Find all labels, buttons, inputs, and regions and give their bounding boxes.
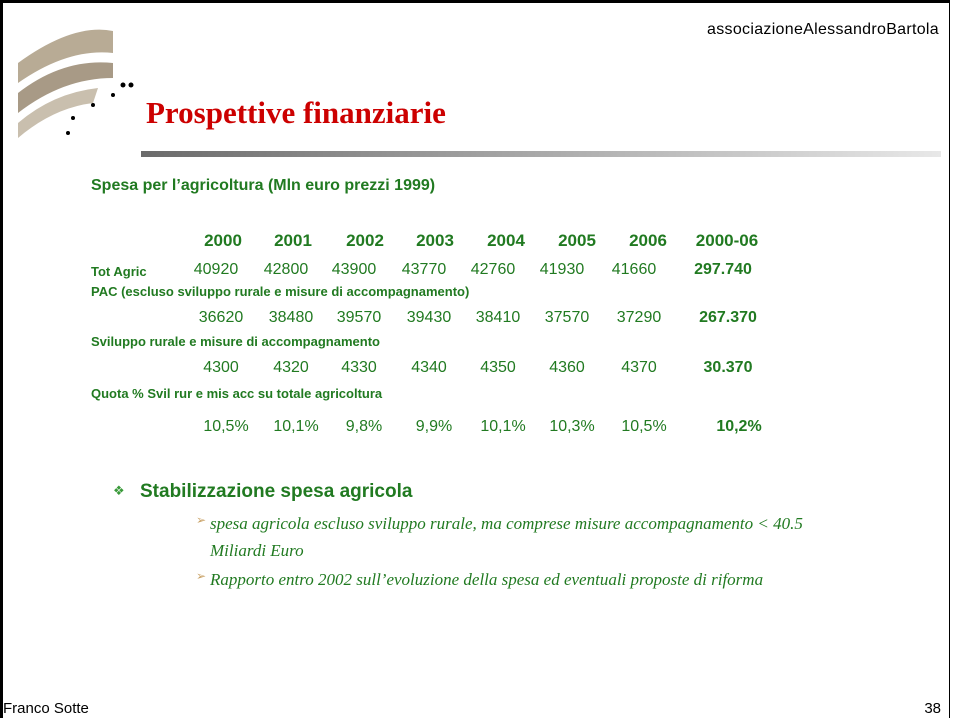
- sub-bullet-icon: ➢: [196, 513, 207, 527]
- table-cell: 38480: [268, 309, 314, 326]
- table-cell: 43770: [401, 261, 447, 278]
- column-header: 2000: [204, 231, 242, 250]
- column-header: 2003: [416, 231, 454, 250]
- table-cell: 36620: [198, 309, 244, 326]
- table-cell: 39430: [406, 309, 452, 326]
- title-rule: [141, 151, 941, 157]
- table-cell: 4340: [411, 359, 447, 376]
- sub-bullet: spesa agricola escluso sviluppo rurale, …: [210, 514, 803, 560]
- table-cell: 10,5%: [621, 418, 667, 435]
- column-header: 2005: [558, 231, 596, 250]
- sub-bullet-icon: ➢: [196, 569, 207, 583]
- table-cell: 41930: [539, 261, 585, 278]
- table-cell: 9,9%: [415, 418, 453, 435]
- bullet-icon: ❖: [113, 483, 125, 498]
- table-cell: 267.370: [699, 309, 757, 326]
- row-label: PAC (escluso sviluppo rurale e misure di…: [91, 284, 470, 299]
- slide-title: Prospettive finanziarie: [146, 95, 446, 130]
- sub-bullet: Rapporto entro 2002 sull’evoluzione dell…: [210, 570, 764, 589]
- column-header: 2006: [629, 231, 667, 250]
- table-cell: 4350: [480, 359, 516, 376]
- table-cell: 9,8%: [345, 418, 383, 435]
- row-label: Sviluppo rurale e misure di accompagname…: [91, 334, 380, 349]
- table-cell: 4300: [203, 359, 239, 376]
- column-header: 2004: [487, 231, 525, 250]
- column-header: 2002: [346, 231, 384, 250]
- logo: [18, 29, 134, 138]
- table-cell: 37570: [544, 309, 590, 326]
- table-cell: 42760: [470, 261, 516, 278]
- table-cell: 37290: [616, 309, 662, 326]
- table-cell: 10,5%: [203, 418, 249, 435]
- table-cell: 10,1%: [480, 418, 526, 435]
- organization: associazioneAlessandroBartola: [707, 21, 939, 38]
- table-cell: 30.370: [703, 359, 753, 376]
- table-cell: 10,2%: [716, 418, 762, 435]
- table-cell: 10,1%: [273, 418, 319, 435]
- table-cell: 10,3%: [549, 418, 595, 435]
- table-cell: 4330: [341, 359, 377, 376]
- table-cell: 41660: [611, 261, 657, 278]
- table-caption: Spesa per l’agricoltura (Mln euro prezzi…: [91, 177, 436, 194]
- table-cell: 4360: [549, 359, 585, 376]
- row-label: Quota % Svil rur e mis acc su totale agr…: [91, 386, 383, 401]
- footer-author: Franco Sotte: [3, 700, 89, 717]
- column-header: 2001: [274, 231, 312, 250]
- row-label: Tot Agric: [91, 264, 147, 279]
- table-cell: 4320: [273, 359, 309, 376]
- page-number: 38: [924, 700, 941, 717]
- table-cell: 42800: [263, 261, 309, 278]
- table-cell: 43900: [331, 261, 377, 278]
- table-cell: 39570: [336, 309, 382, 326]
- table-cell: 4370: [621, 359, 657, 376]
- column-header: 2000-06: [695, 231, 759, 250]
- bullet-heading: Stabilizzazione spesa agricola: [140, 481, 413, 502]
- table-cell: 297.740: [694, 261, 752, 278]
- table-cell: 38410: [475, 309, 521, 326]
- table-cell: 40920: [193, 261, 239, 278]
